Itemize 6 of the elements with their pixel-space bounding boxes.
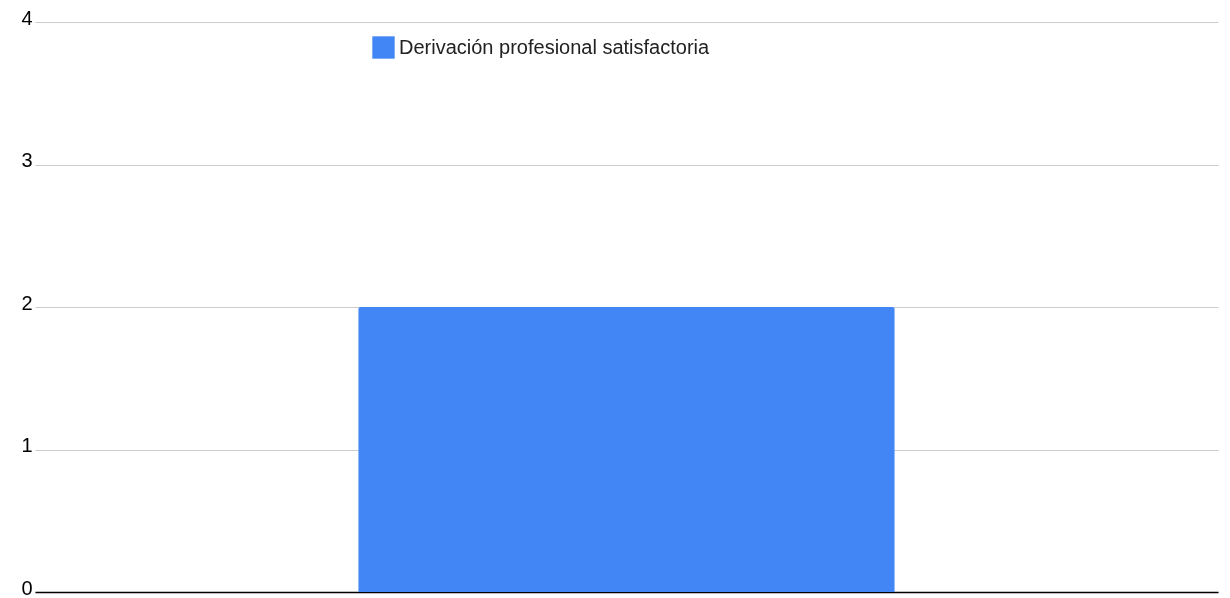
y-tick-label: 4 — [21, 6, 33, 29]
y-tick-label: 2 — [21, 291, 33, 314]
y-tick-label: 1 — [21, 434, 33, 456]
legend-label: Derivación profesional satisfactoria — [399, 35, 711, 58]
y-tick-label: 0 — [21, 576, 33, 598]
y-tick-label: 3 — [21, 149, 33, 171]
